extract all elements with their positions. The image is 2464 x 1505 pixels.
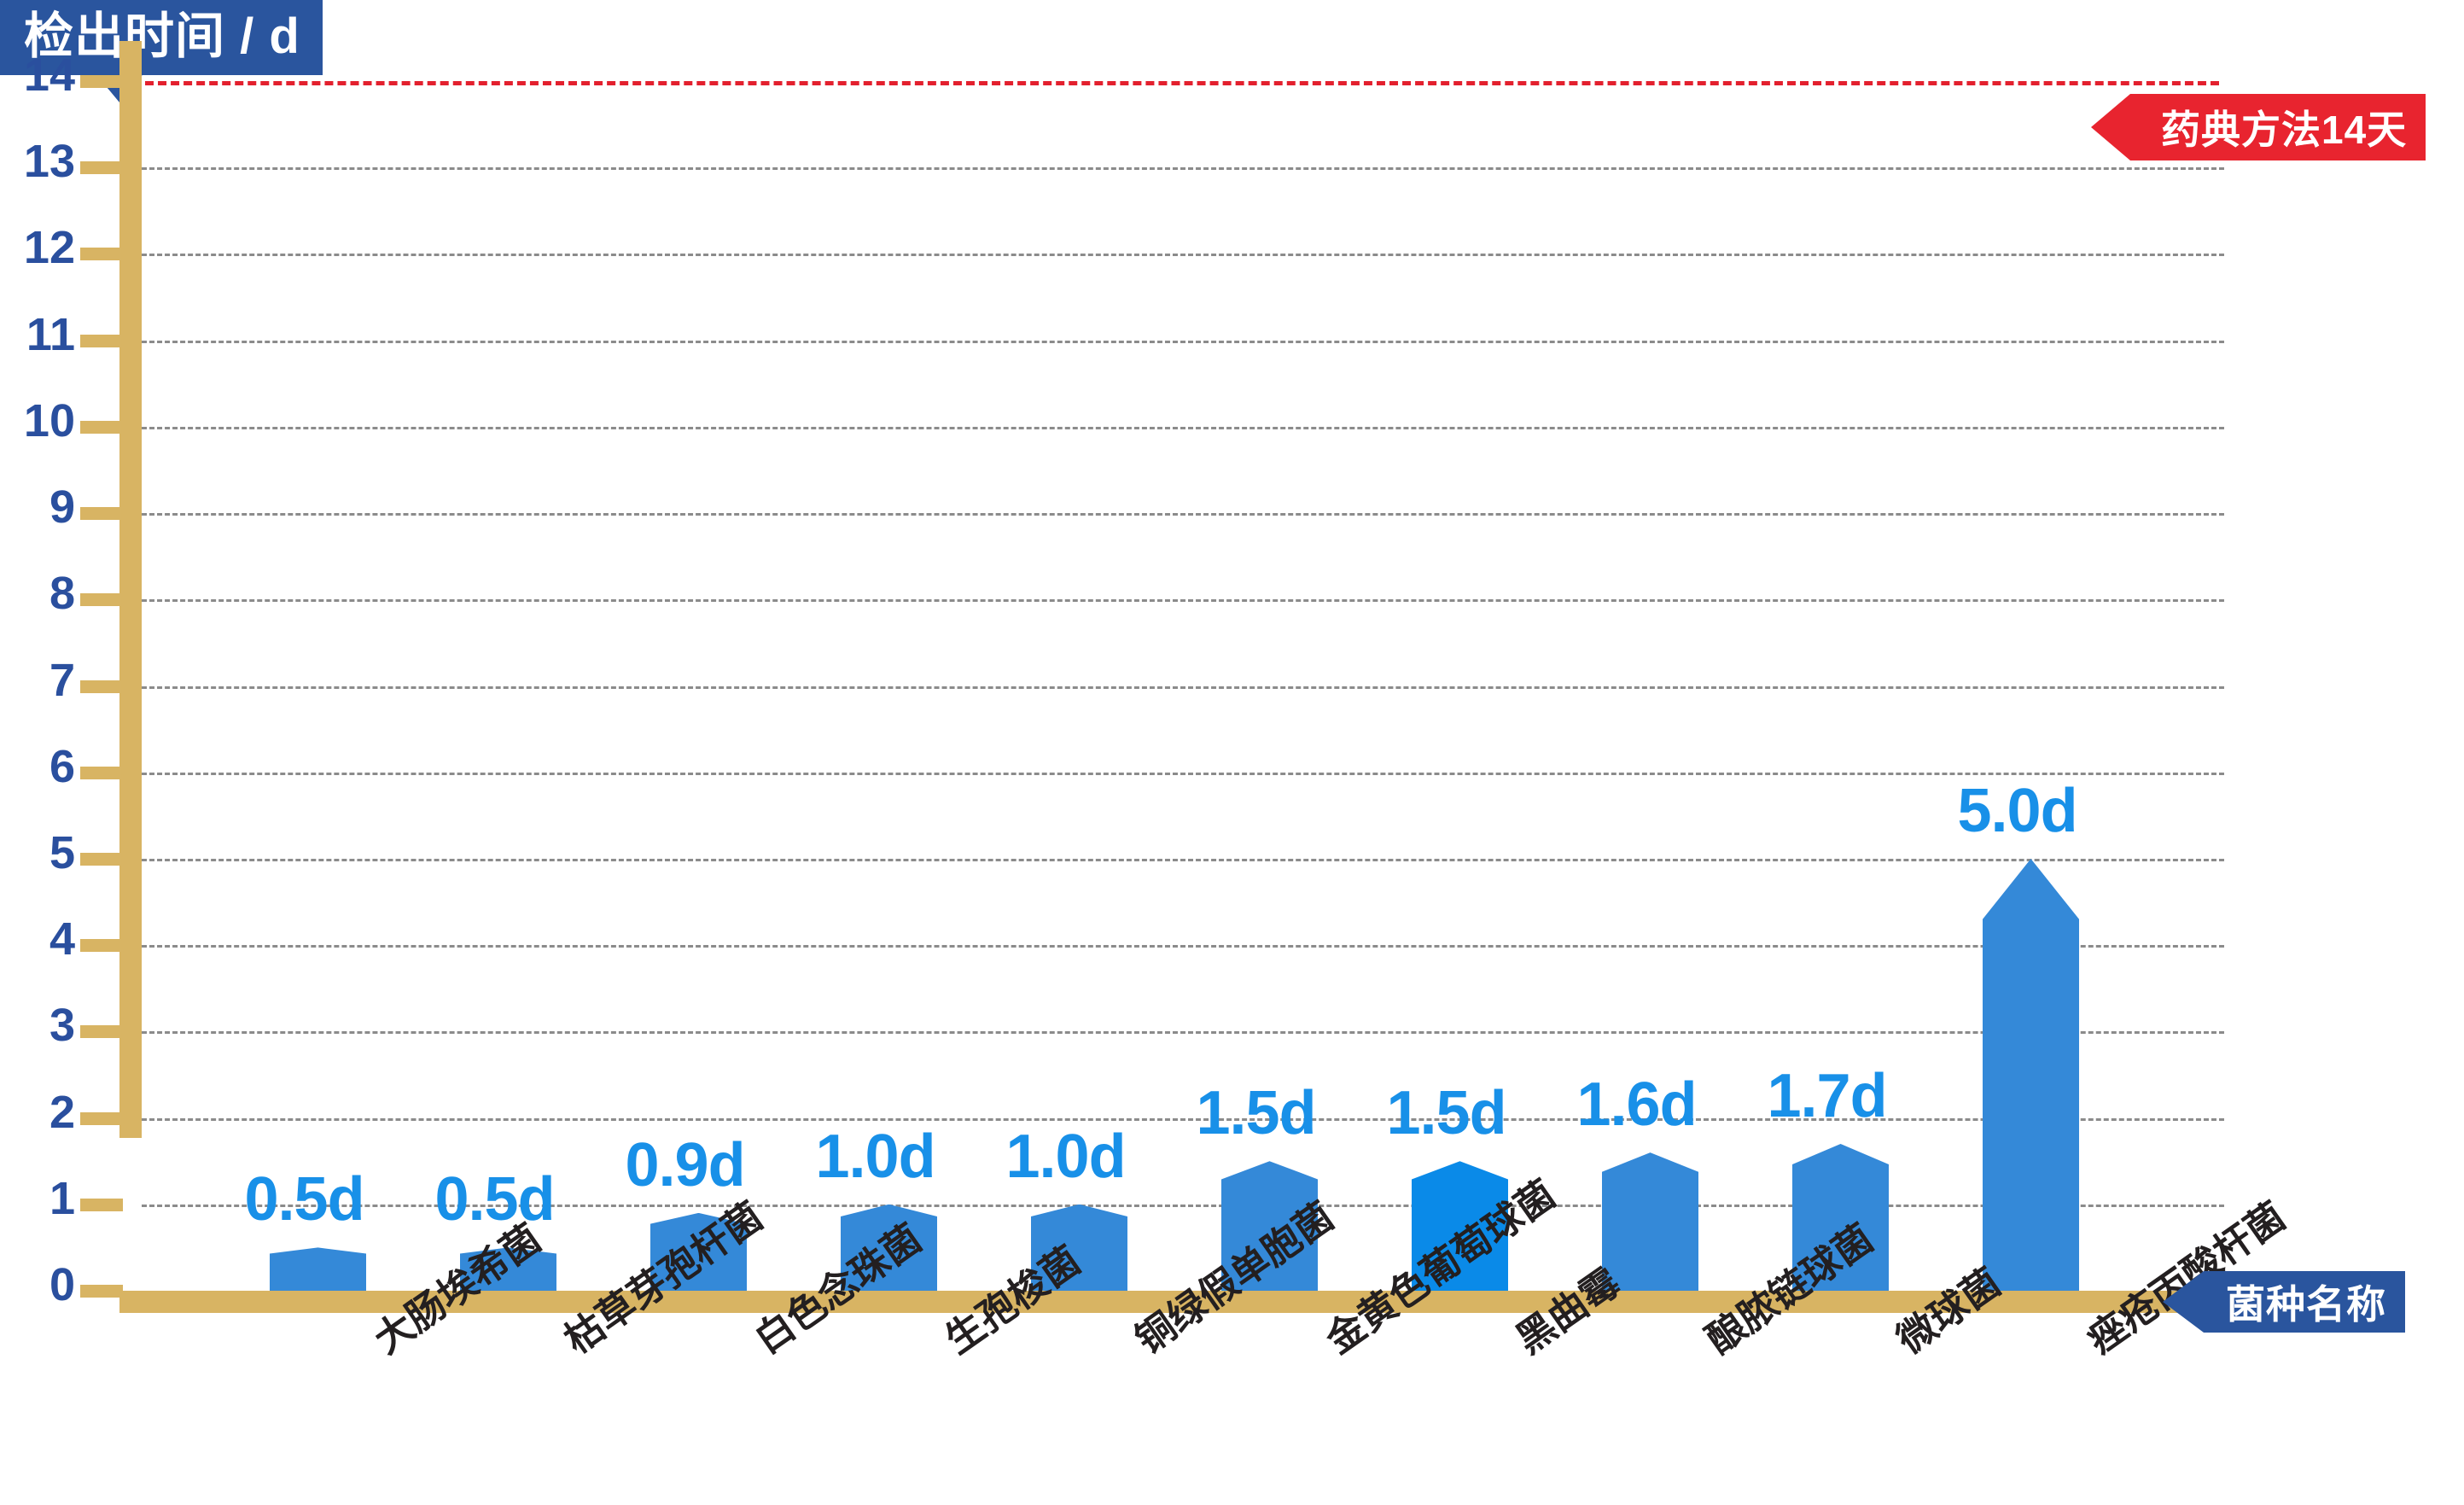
y-axis-tick-label: 9 bbox=[49, 481, 75, 534]
bar-data-label: 1.0d bbox=[1005, 1122, 1127, 1191]
gridline bbox=[142, 858, 2224, 861]
y-axis-tick-label: 4 bbox=[49, 913, 75, 965]
bar-data-label: 0.5d bbox=[434, 1165, 556, 1234]
bar-data-label: 5.0d bbox=[1957, 776, 2078, 845]
gridline bbox=[142, 1031, 2224, 1035]
y-axis-tick-mark bbox=[80, 766, 123, 779]
gridline bbox=[142, 1117, 2224, 1121]
y-axis-tick-mark bbox=[80, 161, 123, 175]
y-axis-tick-label: 3 bbox=[49, 1000, 75, 1052]
gridline bbox=[142, 340, 2224, 343]
y-axis-tick-label: 13 bbox=[23, 136, 75, 188]
y-axis-tick-label: 2 bbox=[49, 1086, 75, 1138]
gridline bbox=[142, 254, 2224, 257]
gridline bbox=[142, 167, 2224, 171]
y-axis-tick-mark bbox=[80, 507, 123, 521]
y-axis-tick-mark bbox=[80, 420, 123, 434]
y-axis-tick-mark bbox=[80, 75, 123, 88]
y-axis-line bbox=[119, 41, 142, 1138]
y-axis-tick-mark bbox=[80, 1111, 123, 1125]
bar[interactable] bbox=[1983, 858, 2079, 1291]
bar[interactable] bbox=[1031, 1204, 1127, 1291]
y-axis-tick-label: 8 bbox=[49, 568, 75, 620]
y-axis-title-label: 检出时间 / d bbox=[0, 0, 323, 75]
y-axis-tick-label: 14 bbox=[23, 50, 75, 101]
y-axis-tick-label: 10 bbox=[23, 394, 75, 446]
bar[interactable] bbox=[1602, 1152, 1698, 1291]
reference-gridline bbox=[145, 81, 2219, 85]
reference-line-label: 药典方法14天 bbox=[2161, 108, 2408, 152]
y-axis-tick-mark bbox=[80, 593, 123, 607]
y-axis-tick-label: 6 bbox=[49, 740, 75, 792]
bar-data-label: 0.9d bbox=[625, 1130, 746, 1199]
bar[interactable] bbox=[1221, 1161, 1318, 1291]
bar-data-label: 1.6d bbox=[1576, 1070, 1698, 1140]
y-axis-tick-label: 7 bbox=[49, 654, 75, 706]
y-axis-tick-mark bbox=[80, 1285, 123, 1298]
gridline bbox=[142, 945, 2224, 948]
y-axis-tick-label: 1 bbox=[49, 1172, 75, 1224]
y-axis-tick-label: 12 bbox=[23, 222, 75, 274]
y-axis-tick-mark bbox=[80, 939, 123, 953]
x-axis-line bbox=[119, 1291, 2228, 1313]
y-axis-tick-label: 11 bbox=[26, 308, 75, 360]
gridline bbox=[142, 1204, 2224, 1207]
bar-data-label: 0.5d bbox=[244, 1165, 365, 1234]
y-axis-title-banner: 检出时间 / d bbox=[0, 0, 323, 102]
y-axis-tick-mark bbox=[80, 680, 123, 693]
gridline bbox=[142, 426, 2224, 429]
y-axis-tick-label: 5 bbox=[49, 826, 75, 878]
bar[interactable] bbox=[1792, 1143, 1889, 1291]
bar[interactable] bbox=[460, 1247, 556, 1291]
bar-data-label: 1.7d bbox=[1767, 1061, 1888, 1130]
gridline bbox=[142, 513, 2224, 516]
bar[interactable] bbox=[650, 1212, 747, 1291]
x-axis-title-label: 菌种名称 bbox=[2226, 1282, 2386, 1327]
gridline bbox=[142, 772, 2224, 775]
x-axis-title-banner: 菌种名称 bbox=[2163, 1271, 2405, 1333]
bar-data-label: 1.0d bbox=[815, 1122, 936, 1191]
bar[interactable] bbox=[841, 1204, 937, 1291]
y-axis-tick-mark bbox=[80, 1025, 123, 1039]
gridline bbox=[142, 685, 2224, 689]
y-axis-tick-label: 0 bbox=[49, 1259, 75, 1310]
bar-data-label: 1.5d bbox=[1386, 1079, 1507, 1148]
bar[interactable] bbox=[1412, 1161, 1508, 1291]
bar[interactable] bbox=[270, 1247, 366, 1291]
bar-data-label: 1.5d bbox=[1196, 1079, 1317, 1148]
y-axis-tick-mark bbox=[80, 1198, 123, 1211]
y-axis-tick-mark bbox=[80, 334, 123, 347]
gridline bbox=[142, 599, 2224, 603]
y-axis-tick-mark bbox=[80, 248, 123, 261]
reference-line-banner: 药典方法14天 bbox=[2090, 94, 2426, 160]
y-axis-tick-mark bbox=[80, 852, 123, 866]
